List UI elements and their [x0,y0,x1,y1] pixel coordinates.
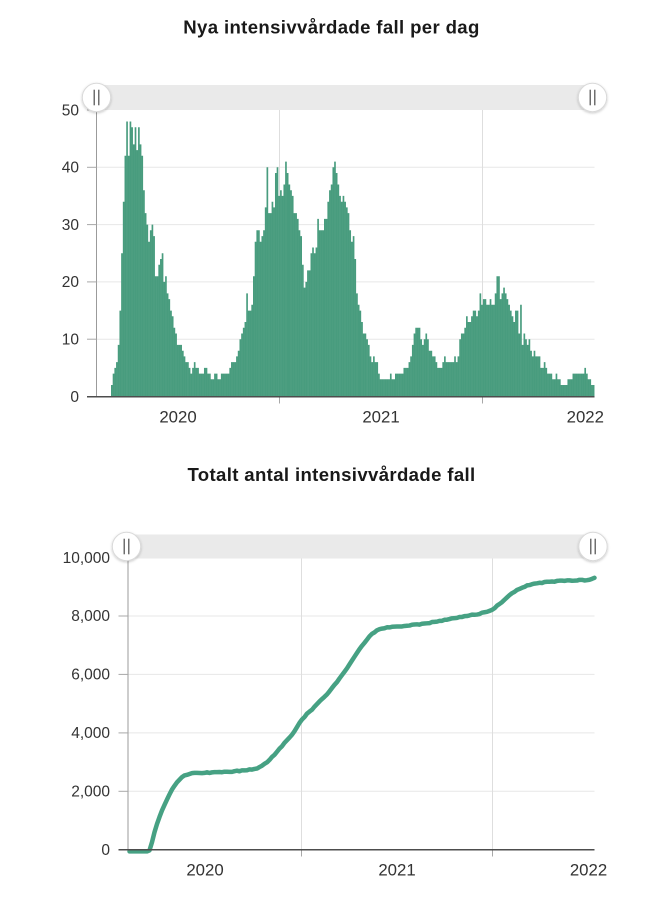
svg-text:10,000: 10,000 [63,550,111,567]
svg-text:2022: 2022 [567,408,604,427]
svg-text:Totalt antal intensivvårdade f: Totalt antal intensivvårdade fall [187,464,475,485]
svg-text:0: 0 [70,389,79,406]
svg-text:2022: 2022 [570,861,607,880]
svg-text:2020: 2020 [186,861,223,880]
svg-text:20: 20 [62,274,80,291]
svg-text:0: 0 [101,842,110,859]
svg-text:Nya intensivvårdade fall per d: Nya intensivvårdade fall per dag [183,17,479,38]
svg-text:30: 30 [62,217,80,234]
svg-text:6,000: 6,000 [71,667,110,684]
svg-text:2020: 2020 [159,408,196,427]
svg-text:40: 40 [62,160,80,177]
svg-text:50: 50 [62,102,80,119]
svg-text:2021: 2021 [362,408,399,427]
svg-text:2021: 2021 [378,861,415,880]
svg-text:4,000: 4,000 [71,725,110,742]
svg-text:2,000: 2,000 [71,784,110,801]
svg-text:8,000: 8,000 [71,608,110,625]
svg-text:10: 10 [62,332,80,349]
